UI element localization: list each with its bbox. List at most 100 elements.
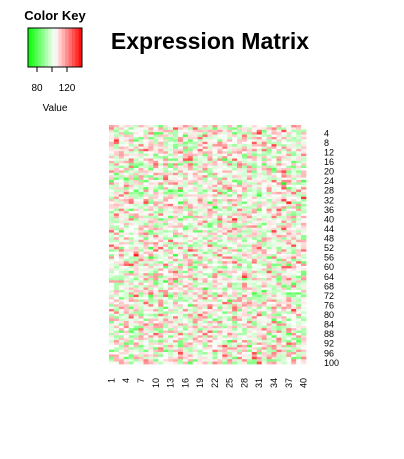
heatmap-cell xyxy=(182,222,189,226)
heatmap-cell xyxy=(227,244,233,248)
heatmap-cell xyxy=(266,230,272,233)
heatmap-cell xyxy=(261,340,267,343)
heatmap-cell xyxy=(256,297,263,300)
heatmap-cell xyxy=(266,318,272,322)
heatmap-cell xyxy=(241,165,248,169)
heatmap-cell xyxy=(276,316,282,319)
heatmap-cell xyxy=(202,328,208,331)
heatmap-cell xyxy=(138,340,144,343)
row-label: 12 xyxy=(324,147,334,157)
heatmap-cell xyxy=(158,316,164,319)
heatmap-cell xyxy=(241,129,248,133)
heatmap-cell xyxy=(212,184,218,188)
heatmap-cell xyxy=(123,199,130,202)
heatmap-cell xyxy=(182,153,189,157)
heatmap-cell xyxy=(241,249,248,253)
heatmap-cell xyxy=(163,292,169,296)
heatmap-cell xyxy=(118,277,125,281)
heatmap-cell xyxy=(123,239,130,243)
heatmap-cell xyxy=(173,158,179,162)
heatmap-cell xyxy=(212,347,218,351)
heatmap-cell xyxy=(241,194,248,198)
heatmap-cell xyxy=(246,146,253,150)
heatmap-cell xyxy=(118,191,125,195)
heatmap-cell xyxy=(168,289,174,293)
heatmap-cell xyxy=(296,352,302,355)
heatmap-cell xyxy=(271,232,277,236)
heatmap-cell xyxy=(291,299,297,303)
heatmap-cell xyxy=(251,292,258,296)
heatmap-cell xyxy=(222,294,228,298)
heatmap-cell xyxy=(256,258,263,262)
heatmap-cell xyxy=(118,222,125,226)
heatmap-cell xyxy=(113,287,120,291)
heatmap-cell xyxy=(296,234,302,238)
heatmap-cell xyxy=(296,332,302,336)
heatmap-cell xyxy=(113,273,120,276)
heatmap-cell xyxy=(138,330,144,334)
heatmap-cell xyxy=(251,297,258,300)
heatmap-cell xyxy=(232,282,238,286)
heatmap-cell xyxy=(128,335,134,339)
heatmap-cell xyxy=(163,306,169,310)
heatmap-cell xyxy=(217,146,223,150)
heatmap-cell xyxy=(143,246,149,250)
heatmap-cell xyxy=(192,175,198,178)
heatmap-cell xyxy=(182,246,189,250)
heatmap-cell xyxy=(113,189,120,193)
heatmap-cell xyxy=(291,258,297,262)
heatmap-cell xyxy=(212,158,218,162)
heatmap-cell xyxy=(163,294,169,298)
heatmap-cell xyxy=(187,225,194,229)
heatmap-cell xyxy=(237,328,243,331)
heatmap-cell xyxy=(246,282,253,286)
heatmap-cell xyxy=(192,160,198,164)
heatmap-cell xyxy=(177,187,184,190)
heatmap-cell xyxy=(251,325,258,329)
heatmap-cell xyxy=(177,246,184,250)
heatmap-cell xyxy=(163,177,169,181)
heatmap-cell xyxy=(281,275,287,279)
heatmap-cell xyxy=(271,340,277,343)
heatmap-cell xyxy=(173,172,179,176)
heatmap-cell xyxy=(109,282,115,286)
heatmap-cell xyxy=(217,151,223,155)
heatmap-cell xyxy=(143,151,149,155)
heatmap-cell xyxy=(256,251,263,255)
heatmap-cell xyxy=(296,168,302,171)
heatmap-cell xyxy=(227,342,233,346)
heatmap-cell xyxy=(237,158,243,162)
heatmap-cell xyxy=(212,277,218,281)
heatmap-cell xyxy=(227,347,233,351)
heatmap-cell xyxy=(153,196,159,200)
heatmap-cell xyxy=(212,146,218,150)
heatmap-cell xyxy=(256,292,263,296)
heatmap-cell xyxy=(148,177,154,181)
heatmap-cell xyxy=(222,340,228,343)
color-key-swatch xyxy=(34,28,39,67)
heatmap-cell xyxy=(153,182,159,186)
heatmap-cell xyxy=(251,239,258,243)
heatmap-cell xyxy=(246,258,253,262)
heatmap-cell xyxy=(276,179,282,183)
heatmap-cell xyxy=(281,163,287,166)
heatmap-cell xyxy=(291,227,297,231)
heatmap-cell xyxy=(291,294,297,298)
heatmap-cell xyxy=(143,146,149,150)
heatmap-cell xyxy=(173,361,179,365)
heatmap-cell xyxy=(177,191,184,195)
heatmap-cell xyxy=(256,201,263,205)
heatmap-cell xyxy=(232,332,238,336)
heatmap-cell xyxy=(138,127,144,131)
heatmap-cell xyxy=(291,187,297,190)
heatmap-cell xyxy=(241,251,248,255)
heatmap-cell xyxy=(232,163,238,166)
heatmap-cell xyxy=(222,306,228,310)
heatmap-cell xyxy=(148,196,154,200)
heatmap-cell xyxy=(173,294,179,298)
heatmap-cell xyxy=(227,261,233,264)
heatmap-cell xyxy=(128,175,134,178)
heatmap-cell xyxy=(153,277,159,281)
heatmap-cell xyxy=(246,323,253,327)
heatmap-cell xyxy=(109,220,115,224)
